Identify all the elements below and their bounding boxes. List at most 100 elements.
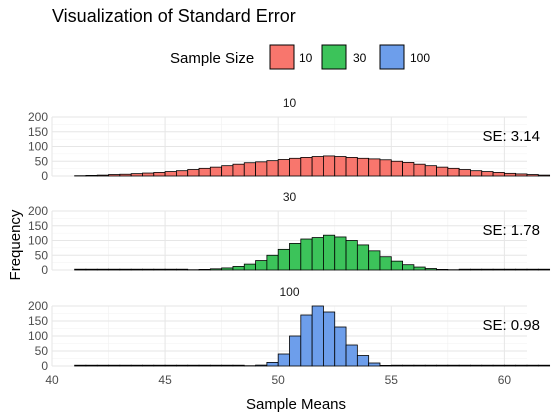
histogram-bar (108, 364, 121, 367)
histogram-bar (153, 364, 166, 367)
y-tick-label: 100 (28, 234, 48, 248)
histogram-bar (142, 364, 155, 367)
histogram-bar (108, 174, 121, 177)
histogram-bar (390, 160, 403, 177)
histogram-bar (413, 266, 426, 271)
histogram-bar (130, 173, 143, 177)
histogram-bar (481, 171, 494, 177)
histogram-bar (153, 172, 166, 177)
histogram-bar (85, 175, 98, 177)
histogram-bar (402, 264, 415, 271)
histogram-bar (142, 172, 155, 177)
histogram-bar (470, 364, 483, 367)
histogram-bar (74, 364, 87, 367)
histogram-bar (221, 267, 234, 271)
histogram-bar (266, 361, 279, 367)
histogram-bar (119, 364, 132, 367)
histogram-bar (198, 364, 211, 367)
histogram-bar (232, 364, 245, 367)
histogram-bar (368, 362, 381, 367)
histogram-bar (470, 170, 483, 177)
histogram-bar (323, 234, 336, 271)
histogram-bar (323, 311, 336, 367)
legend: Sample Size 10 30 100 (170, 44, 430, 70)
legend-swatch-100 (379, 44, 405, 70)
histogram-bar (379, 159, 392, 177)
facet-strip-label: 30 (283, 190, 297, 204)
histogram-bar (176, 170, 189, 177)
y-tick-label: 50 (35, 154, 49, 168)
histogram-bar (209, 364, 223, 367)
histogram-bar (503, 364, 517, 367)
histogram-bar (436, 269, 449, 271)
histogram-bar (526, 174, 539, 177)
histogram-bar (481, 364, 494, 367)
histogram-bar (277, 353, 290, 367)
histogram-bar (119, 268, 132, 271)
histogram-bar (458, 364, 471, 367)
y-tick-label: 150 (28, 125, 48, 139)
histogram-bar (187, 364, 200, 367)
histogram-bar (515, 364, 528, 367)
histogram-bar (85, 268, 98, 271)
histogram-bar (424, 165, 437, 177)
legend-label-100: 100 (410, 51, 430, 65)
x-axis-label: Sample Means (246, 396, 346, 413)
y-axis-label: Frequency (7, 209, 24, 280)
legend-swatch-30 (321, 44, 347, 70)
histogram-bar (232, 163, 245, 177)
y-tick-label: 0 (41, 263, 48, 277)
y-tick-label: 150 (28, 314, 48, 328)
y-tick-label: 0 (41, 359, 48, 373)
histogram-bar (96, 268, 109, 271)
histogram-bar (96, 364, 109, 367)
facet-strip-label: 100 (279, 285, 299, 299)
histogram-bar (537, 268, 551, 271)
histogram-bar (334, 326, 347, 367)
histogram-bar (119, 173, 132, 177)
x-axis-ticks: 40 45 50 55 60 (45, 373, 511, 387)
histogram-bar (300, 238, 313, 271)
y-tick-label: 200 (28, 299, 48, 313)
histogram-bar (356, 355, 370, 367)
histogram-bar (221, 364, 234, 367)
y-tick-label: 200 (28, 110, 48, 124)
histogram-bar (447, 364, 460, 367)
se-annotation: SE: 0.98 (482, 317, 540, 334)
histogram-bar (198, 269, 211, 271)
histogram-bar (481, 268, 494, 271)
histogram-bar (390, 260, 403, 271)
histogram-bar (221, 165, 234, 177)
histogram-bar (492, 172, 505, 177)
histogram-bar (300, 157, 313, 177)
histogram-bar (85, 364, 98, 367)
y-tick-label: 200 (28, 204, 48, 218)
histogram-bar (243, 162, 256, 177)
histogram-bar (164, 268, 177, 271)
histogram-bar (255, 364, 268, 367)
legend-label-30: 30 (353, 51, 367, 65)
histogram-bar (130, 268, 143, 271)
histogram-bar (130, 364, 143, 367)
histogram-bar (356, 157, 370, 177)
y-tick-label: 100 (28, 329, 48, 343)
histogram-bar (108, 268, 121, 271)
histogram-bar (345, 240, 358, 271)
histogram-bar (164, 364, 177, 367)
histogram-bar (243, 263, 256, 271)
histogram-bar (356, 244, 370, 271)
histogram-bar (266, 254, 279, 271)
histogram-bar (277, 159, 290, 177)
histogram-bar (96, 174, 109, 177)
histogram-bar (379, 256, 392, 271)
histogram-bar (526, 268, 539, 271)
histogram-bar (289, 157, 302, 177)
histogram-bar (537, 174, 551, 177)
histogram-bar (323, 155, 336, 177)
histogram-bar (458, 268, 471, 271)
histogram-bar (311, 156, 324, 177)
